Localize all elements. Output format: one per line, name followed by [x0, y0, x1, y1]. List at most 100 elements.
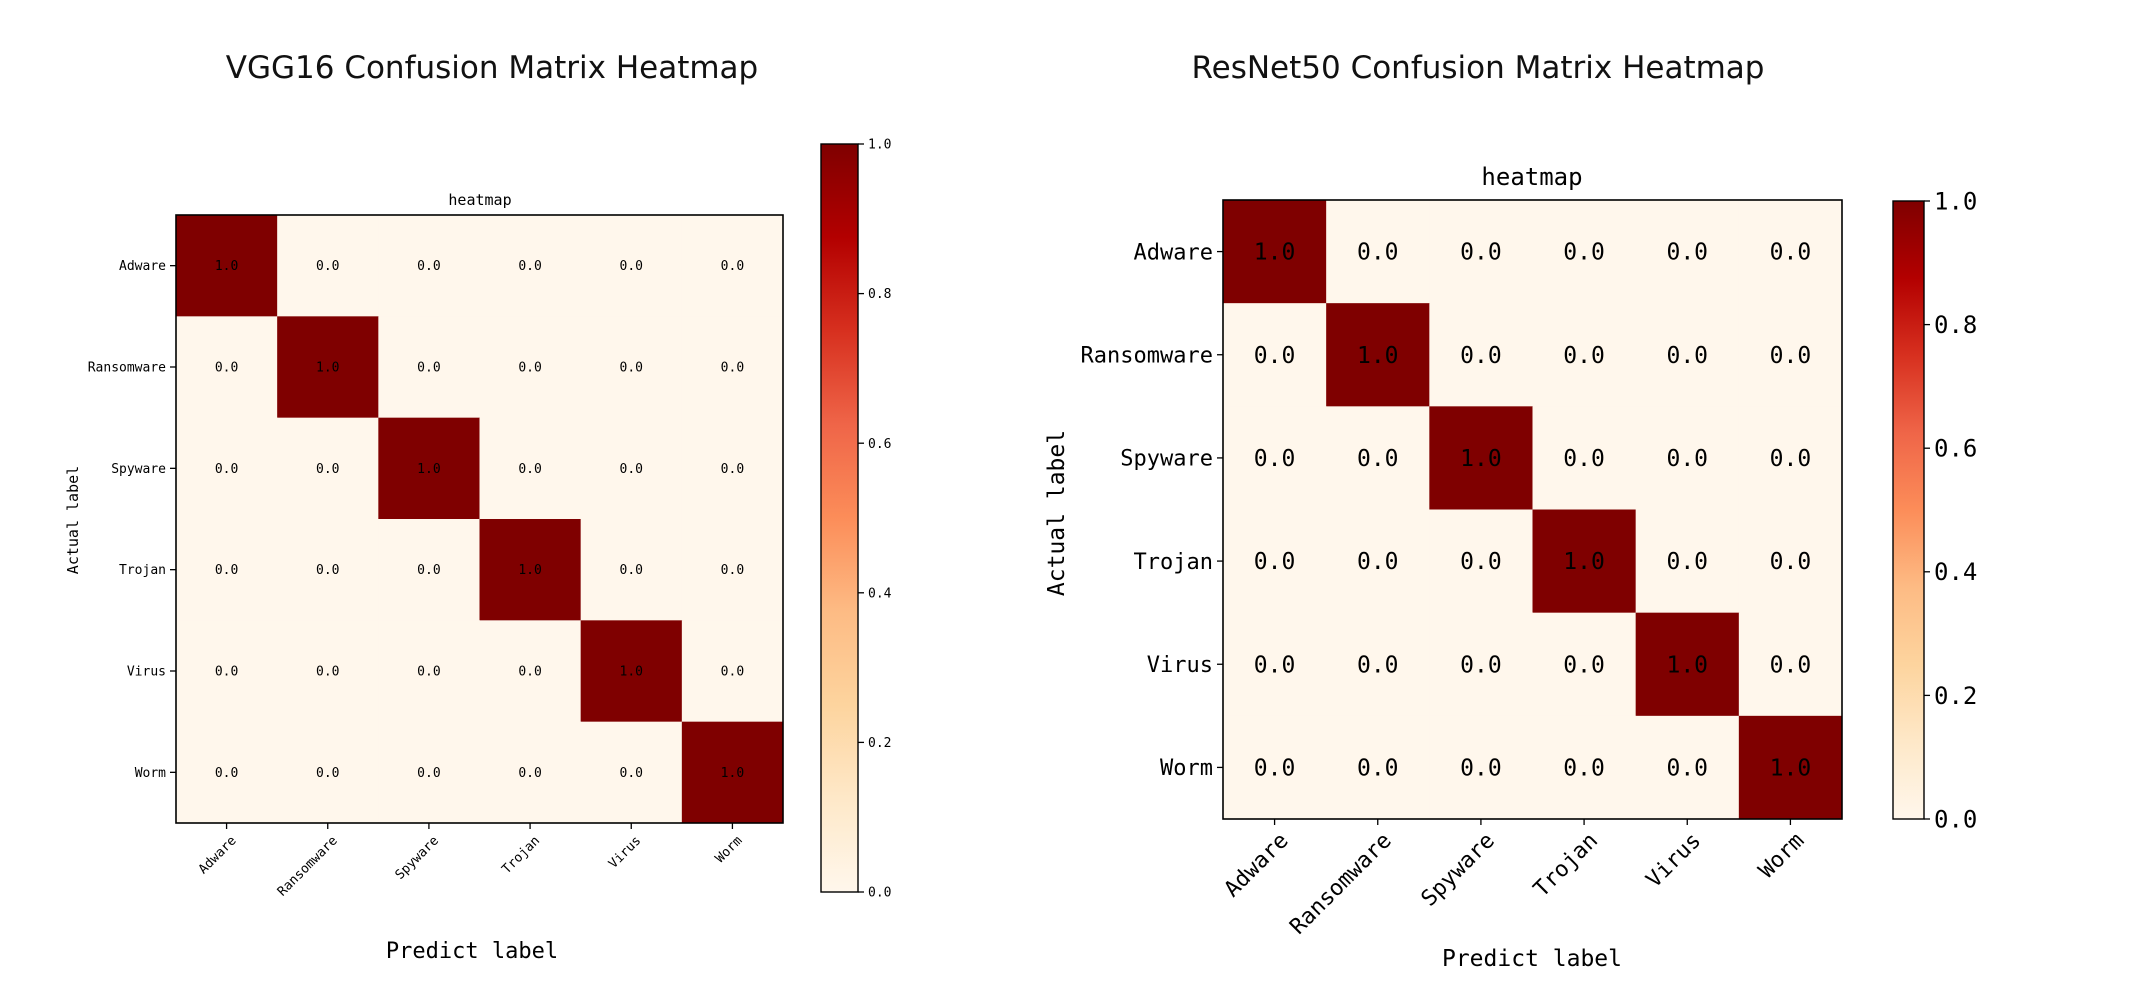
axes-frame [1222, 199, 1843, 820]
cell-value-label: 1.0 [316, 361, 339, 376]
cell-value-label: 0.0 [417, 361, 440, 376]
cell-value-label: 1.0 [620, 665, 643, 680]
cell-value-label: 0.0 [1357, 652, 1399, 678]
heatmap-cell [1738, 509, 1843, 614]
heatmap-cell [580, 417, 683, 520]
heatmap-cell [1223, 612, 1327, 717]
cell-value-label: 1.0 [1563, 549, 1605, 575]
colorbar-tick-label: 0.4 [1934, 558, 1977, 586]
axes-frame [175, 214, 784, 824]
x-tick-label: Adware [196, 833, 240, 877]
x-tick-label: Trojan [499, 833, 543, 877]
cell-value-label: 0.0 [215, 665, 238, 680]
resnet50-heatmap-cells: 1.0 0.0 0.0 0.0 0.0 0.0 0.0 1.0 0.0 0.0 0.0 0.0 0.0 0… [1081, 199, 1843, 940]
heatmap-cell [1326, 612, 1430, 717]
cell-value-label: 0.0 [1770, 652, 1812, 678]
cell-value-label: 0.0 [1254, 652, 1296, 678]
cell-value-label: 0.0 [215, 563, 238, 578]
heatmap-cell [1635, 406, 1740, 510]
y-tick-label: Ransomware [1081, 343, 1213, 368]
cell-value-label: 0.0 [620, 766, 643, 781]
cell-value-label: 0.0 [1254, 549, 1296, 575]
heatmap-cell [1326, 509, 1430, 614]
x-tick-label: Ransomware [275, 833, 341, 899]
y-tick-label: Spyware [111, 462, 166, 477]
x-tick-label: Spyware [1417, 828, 1500, 911]
colorbar-tick-label: 0.0 [868, 886, 891, 901]
vgg16-colorbar: 0.0 0.2 0.4 0.6 0.8 1.0 [820, 138, 892, 901]
cell-value-label: 0.0 [1770, 240, 1812, 266]
cell-value-label: 0.0 [1563, 652, 1605, 678]
cell-value-label: 0.0 [215, 361, 238, 376]
cell-value-label: 0.0 [417, 563, 440, 578]
cell-value-label: 0.0 [1357, 446, 1399, 472]
cell-value-label: 0.0 [316, 665, 339, 680]
colorbar-tick-label: 0.6 [1934, 435, 1977, 463]
cell-value-label: 1.0 [1357, 343, 1399, 369]
cell-value-label: 1.0 [1254, 240, 1296, 266]
heatmap-cell [1738, 612, 1843, 717]
cell-value-label: 0.0 [316, 563, 339, 578]
heatmap-cell [277, 721, 379, 824]
y-tick-label: Trojan [119, 563, 166, 578]
colorbar-tick-label: 1.0 [868, 138, 891, 153]
heatmap-cell [277, 316, 379, 419]
y-tick-label: Virus [127, 665, 166, 680]
heatmap-cell [1635, 509, 1740, 614]
colorbar-gradient [1892, 200, 1925, 820]
heatmap-cell [176, 417, 278, 520]
vgg16-heatmap-cells: 1.0 0.0 0.0 0.0 0.0 0.0 0.0 1.0 0.0 0.0 0.0 0.0 0.0 0… [88, 214, 784, 899]
cell-value-label: 0.0 [518, 361, 541, 376]
heatmap-cell [378, 721, 480, 824]
heatmap-cell [1429, 509, 1533, 614]
heatmap-cell [1532, 303, 1637, 407]
cell-value-label: 1.0 [417, 462, 440, 477]
colorbar-gradient [820, 143, 859, 893]
x-tick-label: Spyware [393, 833, 442, 882]
vgg16-axes-title: heatmap [448, 191, 511, 209]
vgg16-ylabel: Actual label [64, 466, 82, 574]
cell-value-label: 0.0 [620, 361, 643, 376]
vgg16-title: VGG16 Confusion Matrix Heatmap [226, 50, 758, 86]
colorbar-tick-label: 0.0 [1934, 805, 1977, 833]
heatmap-cell [277, 417, 379, 520]
cell-value-label: 0.0 [1666, 240, 1708, 266]
cell-value-label: 0.0 [316, 259, 339, 274]
x-tick-label: Ransomware [1285, 828, 1396, 939]
cell-value-label: 1.0 [1460, 446, 1502, 472]
colorbar-tick-label: 0.8 [1934, 311, 1977, 339]
cell-value-label: 0.0 [1563, 343, 1605, 369]
heatmap-cell [1326, 715, 1430, 820]
x-tick-label: Adware [1220, 828, 1294, 902]
x-tick-label: Virus [606, 833, 644, 871]
heatmap-cell [176, 519, 278, 621]
heatmap-cell [479, 316, 582, 419]
heatmap-cell [1738, 715, 1843, 820]
cell-value-label: 0.0 [721, 563, 744, 578]
heatmap-cell [277, 215, 379, 317]
colorbar-tick-label: 0.2 [868, 736, 891, 751]
y-tick-label: Ransomware [88, 361, 166, 376]
y-tick-label: Trojan [1134, 550, 1213, 575]
heatmap-cell [1635, 715, 1740, 820]
cell-value-label: 0.0 [721, 462, 744, 477]
heatmap-cell [580, 316, 683, 419]
cell-value-label: 0.0 [316, 766, 339, 781]
heatmap-cell [580, 620, 683, 723]
colorbar-tick-label: 0.2 [1934, 682, 1977, 710]
heatmap-cell [1738, 303, 1843, 407]
heatmap-cell [378, 620, 480, 723]
heatmap-cell [378, 215, 480, 317]
heatmap-cell [681, 620, 784, 723]
cell-value-label: 0.0 [518, 665, 541, 680]
heatmap-cell [1326, 200, 1430, 304]
colorbar-tick-label: 1.0 [1934, 187, 1977, 215]
heatmap-cell [1532, 509, 1637, 614]
cell-value-label: 0.0 [1460, 755, 1502, 781]
cell-value-label: 1.0 [215, 259, 238, 274]
cell-value-label: 0.0 [1666, 549, 1708, 575]
heatmap-cell [176, 620, 278, 723]
cell-value-label: 0.0 [1770, 549, 1812, 575]
cell-value-label: 0.0 [1460, 343, 1502, 369]
resnet50-colorbar: 0.0 0.2 0.4 0.6 0.8 1.0 [1892, 187, 1977, 833]
